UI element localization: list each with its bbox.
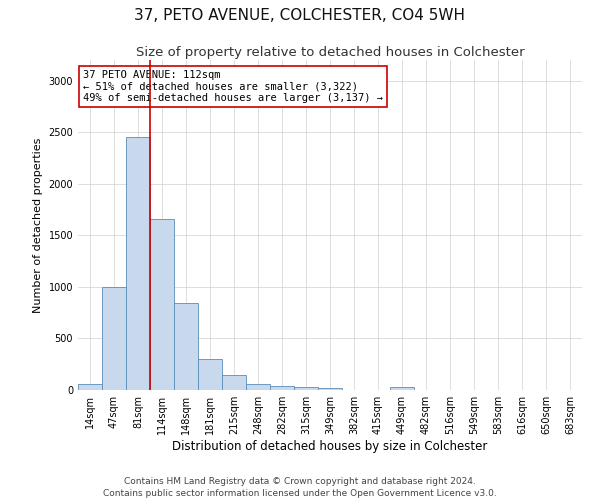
Bar: [198, 359, 222, 390]
Y-axis label: Number of detached properties: Number of detached properties: [33, 138, 43, 312]
Bar: [126, 138, 150, 390]
Bar: [102, 287, 126, 390]
Bar: [294, 387, 318, 390]
X-axis label: Distribution of detached houses by size in Colchester: Distribution of detached houses by size …: [172, 440, 488, 453]
Title: Size of property relative to detached houses in Colchester: Size of property relative to detached ho…: [136, 46, 524, 59]
Text: 37 PETO AVENUE: 112sqm
← 51% of detached houses are smaller (3,322)
49% of semi-: 37 PETO AVENUE: 112sqm ← 51% of detached…: [83, 70, 383, 103]
Text: 37, PETO AVENUE, COLCHESTER, CO4 5WH: 37, PETO AVENUE, COLCHESTER, CO4 5WH: [134, 8, 466, 22]
Bar: [270, 386, 294, 390]
Bar: [78, 384, 102, 390]
Bar: [222, 374, 246, 390]
Bar: [174, 304, 198, 390]
Bar: [246, 384, 270, 390]
Bar: [318, 388, 342, 390]
Bar: [150, 219, 174, 390]
Text: Contains HM Land Registry data © Crown copyright and database right 2024.
Contai: Contains HM Land Registry data © Crown c…: [103, 476, 497, 498]
Bar: [390, 387, 414, 390]
